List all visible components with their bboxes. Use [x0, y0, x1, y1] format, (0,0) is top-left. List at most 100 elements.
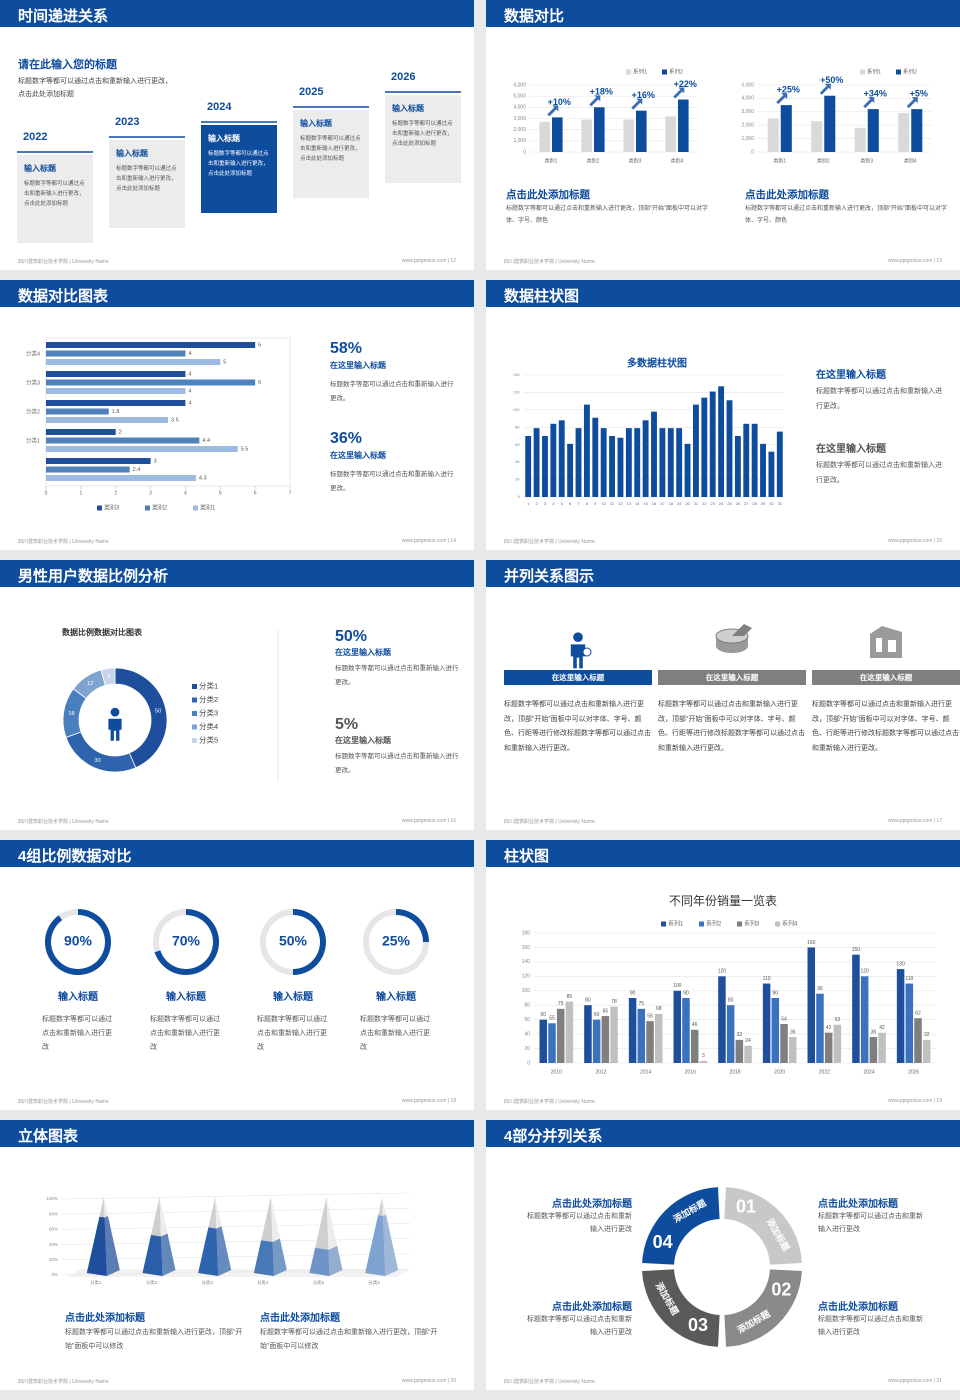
y-tick-label: 0 — [518, 494, 521, 499]
legend-label: 系列4 — [782, 920, 798, 928]
x-tick-label: 28 — [752, 501, 757, 506]
item-text: 标题数字等都可以通过点击和重新输入进行更改 — [527, 1316, 632, 1336]
item-heading: 在这里输入标题 — [330, 361, 386, 370]
step-box — [293, 110, 369, 198]
bar — [550, 423, 557, 497]
slide-title: 柱状图 — [504, 848, 550, 865]
column-heading: 在这里输入标题 — [859, 673, 913, 682]
bar — [628, 998, 637, 1063]
x-tick-label: 3 — [149, 490, 152, 496]
item-heading: 点击此处添加标题 — [260, 1313, 340, 1324]
slide-title: 数据对比 — [504, 8, 565, 25]
chart-title: 不同年份销量一览表 — [669, 893, 777, 908]
slide-graphics: 0 1 2 3 4 5 6 7 3 2.4 4.3 分类1 2 4.4 5.5 分类2 4 1.8 3.5 分类3 4 6… — [0, 280, 474, 512]
slide: 不同年份销量一览表 系列1 系列2 系列3 系列4 0 20 40 60 80 100 120 140 1… — [486, 840, 960, 1110]
step-text: 标题数字等都可以通过点击和重新输入进行更改，点击此处添加标题 — [116, 166, 177, 192]
bar — [762, 983, 771, 1063]
person-icon-body — [570, 644, 586, 669]
bar — [867, 109, 879, 152]
step-text: 标题数字等都可以通过点击和重新输入进行更改，点击此处添加标题 — [24, 181, 85, 207]
bar — [634, 428, 641, 497]
arrow-icon — [863, 97, 875, 109]
item-heading: 点击此处添加标题 — [818, 1302, 898, 1313]
x-tick-label: 2026 — [908, 1069, 919, 1075]
x-tick-label: 20 — [685, 501, 690, 506]
legend-swatch — [97, 505, 102, 511]
header-bar — [486, 1120, 960, 1147]
y-tick-label: 160 — [522, 945, 531, 951]
intro-heading: 请在此输入您的标题 — [18, 59, 117, 71]
x-tick-label: 2014 — [640, 1069, 651, 1075]
step-year: 2026 — [391, 71, 416, 83]
x-tick-label: 1 — [79, 490, 82, 496]
legend-swatch — [145, 505, 150, 511]
item-heading: 在这里输入标题 — [816, 370, 886, 381]
x-tick-label: 类别3 — [629, 157, 642, 164]
legend-label: 分类4 — [199, 721, 218, 731]
bar — [46, 446, 238, 452]
data-label: 120 — [718, 969, 727, 975]
y-tick-label: 4,000 — [741, 96, 754, 102]
slide-title: 4部分并列关系 — [504, 1128, 603, 1145]
data-label: 42 — [879, 1025, 885, 1031]
bar — [735, 1039, 744, 1063]
y-tick-label: 2,000 — [741, 123, 754, 129]
x-tick-label: 2022 — [819, 1069, 830, 1075]
slide-title: 数据柱状图 — [504, 288, 580, 305]
legend-swatch — [192, 697, 197, 703]
legend-label: 分类5 — [199, 734, 218, 744]
x-tick-label: 2010 — [551, 1069, 562, 1075]
pyramid-fill — [198, 1226, 232, 1276]
ring-label: 50% — [279, 933, 308, 949]
data-label: 85 — [567, 994, 573, 1000]
footer-left: 四川建筑职业技术学院 | University Name — [18, 819, 109, 825]
pyramid-fill-right — [104, 1215, 120, 1276]
data-label: 32 — [924, 1032, 930, 1038]
item-heading: 在这里输入标题 — [335, 648, 391, 657]
data-label: 46 — [692, 1022, 698, 1028]
data-label: 110 — [763, 976, 771, 982]
x-tick-label: 7 — [289, 490, 292, 496]
y-tick-label: 6K — [515, 442, 520, 447]
x-tick-label: 分类1 — [90, 1279, 102, 1286]
building-icon — [870, 626, 902, 658]
y-tick-label: 3,000 — [513, 116, 526, 122]
bar — [771, 998, 780, 1063]
data-label: 6 — [258, 342, 261, 348]
bar — [637, 1008, 646, 1063]
segment-number: 04 — [653, 1232, 673, 1252]
legend-swatch — [626, 69, 631, 75]
x-tick-label: 29 — [761, 501, 766, 506]
x-tick-label: 类别2 — [817, 157, 830, 164]
bar — [684, 443, 691, 497]
legend-swatch — [860, 69, 865, 75]
y-tick-label: 5,000 — [741, 82, 754, 88]
bar — [565, 1001, 574, 1063]
step-text: 标题数字等都可以通过点击和重新输入进行更改，点击此处添加标题 — [392, 121, 453, 147]
bar — [46, 388, 186, 394]
bar — [46, 466, 130, 473]
x-tick-label: 分类5 — [313, 1279, 325, 1286]
y-tick-label: 80% — [49, 1211, 58, 1216]
bar — [46, 475, 196, 481]
x-tick-label: 0 — [45, 490, 48, 496]
slide-title: 时间递进关系 — [18, 8, 109, 25]
footer-right: www.pptgenius.com | 15 — [887, 538, 942, 544]
y-tick-label: 1,000 — [741, 136, 754, 142]
bar — [807, 947, 816, 1063]
item-heading: 点击此处添加标题 — [552, 1199, 632, 1210]
slide: 并列关系图示 四川建筑职业技术学院 | University Name www.pp… — [486, 560, 960, 830]
item-heading: 在这里输入标题 — [335, 736, 391, 745]
bar — [898, 113, 910, 152]
data-label: 55 — [549, 1016, 555, 1022]
y-tick-label: 5,000 — [513, 93, 526, 99]
bar-annotation: +5% — [910, 88, 928, 98]
bar — [824, 95, 836, 152]
step-text: 标题数字等都可以通过点击和重新输入进行更改，点击此处添加标题 — [208, 151, 269, 177]
item-text: 标题数字等都可以通过点击和重新输入进行更改 — [257, 1016, 327, 1051]
bar — [46, 408, 109, 415]
bar — [690, 1029, 699, 1063]
legend-swatch — [192, 724, 197, 730]
legend-swatch — [192, 738, 197, 743]
footer-left: 四川建筑职业技术学院 | University Name — [18, 539, 109, 545]
